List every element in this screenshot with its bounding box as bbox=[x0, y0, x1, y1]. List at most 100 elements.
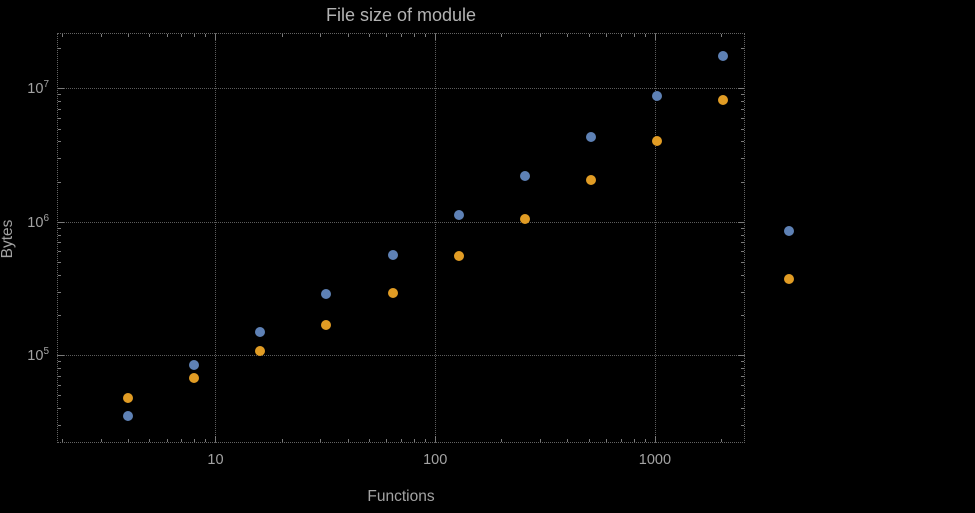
y-minor-tick bbox=[741, 109, 744, 111]
y-minor-tick bbox=[58, 234, 61, 236]
y-major-tick-right bbox=[738, 221, 744, 223]
data-point-series-blue bbox=[387, 250, 398, 261]
y-minor-tick bbox=[58, 368, 61, 370]
y-major-tick-left bbox=[58, 221, 64, 223]
x-major-tick-bottom bbox=[215, 436, 217, 442]
y-major-tick-left bbox=[58, 355, 64, 357]
x-minor-tick bbox=[620, 439, 622, 442]
y-minor-tick bbox=[58, 315, 61, 317]
y-minor-tick bbox=[741, 227, 744, 229]
y-minor-tick bbox=[58, 117, 61, 119]
x-minor-tick bbox=[425, 439, 427, 442]
y-minor-tick bbox=[58, 48, 61, 50]
x-gridline bbox=[435, 33, 437, 443]
x-major-tick-bottom bbox=[435, 436, 437, 442]
x-minor-tick bbox=[181, 34, 183, 37]
x-minor-tick bbox=[347, 439, 349, 442]
y-minor-tick bbox=[741, 274, 744, 276]
y-major-tick-right bbox=[738, 355, 744, 357]
y-minor-tick bbox=[58, 141, 61, 143]
y-minor-tick bbox=[741, 101, 744, 103]
x-minor-tick bbox=[149, 439, 151, 442]
y-minor-tick bbox=[58, 158, 61, 160]
y-minor-tick bbox=[58, 261, 61, 263]
data-point-series-blue bbox=[321, 288, 332, 299]
y-minor-tick bbox=[741, 315, 744, 317]
y-minor-tick bbox=[741, 425, 744, 427]
data-point-series-blue bbox=[586, 132, 597, 143]
y-minor-tick bbox=[58, 375, 61, 377]
y-minor-tick bbox=[741, 395, 744, 397]
y-minor-tick bbox=[741, 141, 744, 143]
x-major-tick-top bbox=[654, 34, 656, 40]
data-point-series-orange bbox=[519, 213, 530, 224]
x-minor-tick bbox=[369, 439, 371, 442]
x-major-tick-top bbox=[435, 34, 437, 40]
x-tick-label: 100 bbox=[423, 452, 448, 468]
x-minor-tick bbox=[128, 439, 130, 442]
data-point-series-orange bbox=[255, 345, 266, 356]
x-minor-tick bbox=[401, 439, 403, 442]
x-minor-tick bbox=[281, 439, 283, 442]
data-point-series-orange bbox=[321, 319, 332, 330]
x-minor-tick bbox=[644, 34, 646, 37]
chart-title: File size of module bbox=[325, 5, 477, 25]
x-minor-tick bbox=[181, 439, 183, 442]
x-minor-tick bbox=[644, 439, 646, 442]
x-major-tick-top bbox=[215, 34, 217, 40]
x-axis-label: Functions bbox=[367, 488, 435, 505]
data-point-series-blue bbox=[784, 226, 795, 237]
y-tick-label: 107 bbox=[27, 79, 49, 98]
y-minor-tick bbox=[58, 251, 61, 253]
x-minor-tick bbox=[501, 34, 503, 37]
x-minor-tick bbox=[320, 439, 322, 442]
data-point-series-blue bbox=[519, 171, 530, 182]
x-minor-tick bbox=[721, 439, 723, 442]
y-minor-tick bbox=[58, 408, 61, 410]
x-minor-tick bbox=[205, 439, 207, 442]
y-minor-tick bbox=[58, 274, 61, 276]
y-minor-tick bbox=[741, 375, 744, 377]
y-minor-tick bbox=[741, 291, 744, 293]
data-point-series-blue bbox=[718, 50, 729, 61]
x-minor-tick bbox=[588, 34, 590, 37]
x-minor-tick bbox=[633, 34, 635, 37]
y-minor-tick bbox=[741, 181, 744, 183]
y-minor-tick bbox=[741, 242, 744, 244]
y-gridline bbox=[57, 221, 745, 223]
y-minor-tick bbox=[58, 242, 61, 244]
x-minor-tick bbox=[633, 439, 635, 442]
x-minor-tick bbox=[194, 439, 196, 442]
x-minor-tick bbox=[540, 34, 542, 37]
x-minor-tick bbox=[567, 34, 569, 37]
data-point-series-blue bbox=[255, 326, 266, 337]
y-gridline bbox=[57, 355, 745, 357]
data-point-series-orange bbox=[586, 175, 597, 186]
y-minor-tick bbox=[58, 109, 61, 111]
x-gridline bbox=[215, 33, 217, 443]
x-minor-tick bbox=[413, 34, 415, 37]
y-major-tick-right bbox=[738, 88, 744, 90]
y-minor-tick bbox=[741, 261, 744, 263]
x-minor-tick bbox=[205, 34, 207, 37]
y-minor-tick bbox=[741, 384, 744, 386]
y-minor-tick bbox=[58, 361, 61, 363]
x-minor-tick bbox=[100, 34, 102, 37]
x-minor-tick bbox=[620, 34, 622, 37]
y-minor-tick bbox=[741, 361, 744, 363]
y-minor-tick bbox=[741, 48, 744, 50]
data-point-series-orange bbox=[189, 372, 200, 383]
x-minor-tick bbox=[588, 439, 590, 442]
y-minor-tick bbox=[741, 94, 744, 96]
data-point-series-blue bbox=[189, 359, 200, 370]
x-minor-tick bbox=[386, 34, 388, 37]
data-point-series-blue bbox=[453, 210, 464, 221]
y-minor-tick bbox=[741, 117, 744, 119]
x-minor-tick bbox=[128, 34, 130, 37]
x-minor-tick bbox=[401, 34, 403, 37]
x-tick-label: 10 bbox=[207, 452, 224, 468]
x-minor-tick bbox=[721, 34, 723, 37]
y-minor-tick bbox=[58, 384, 61, 386]
x-minor-tick bbox=[320, 34, 322, 37]
